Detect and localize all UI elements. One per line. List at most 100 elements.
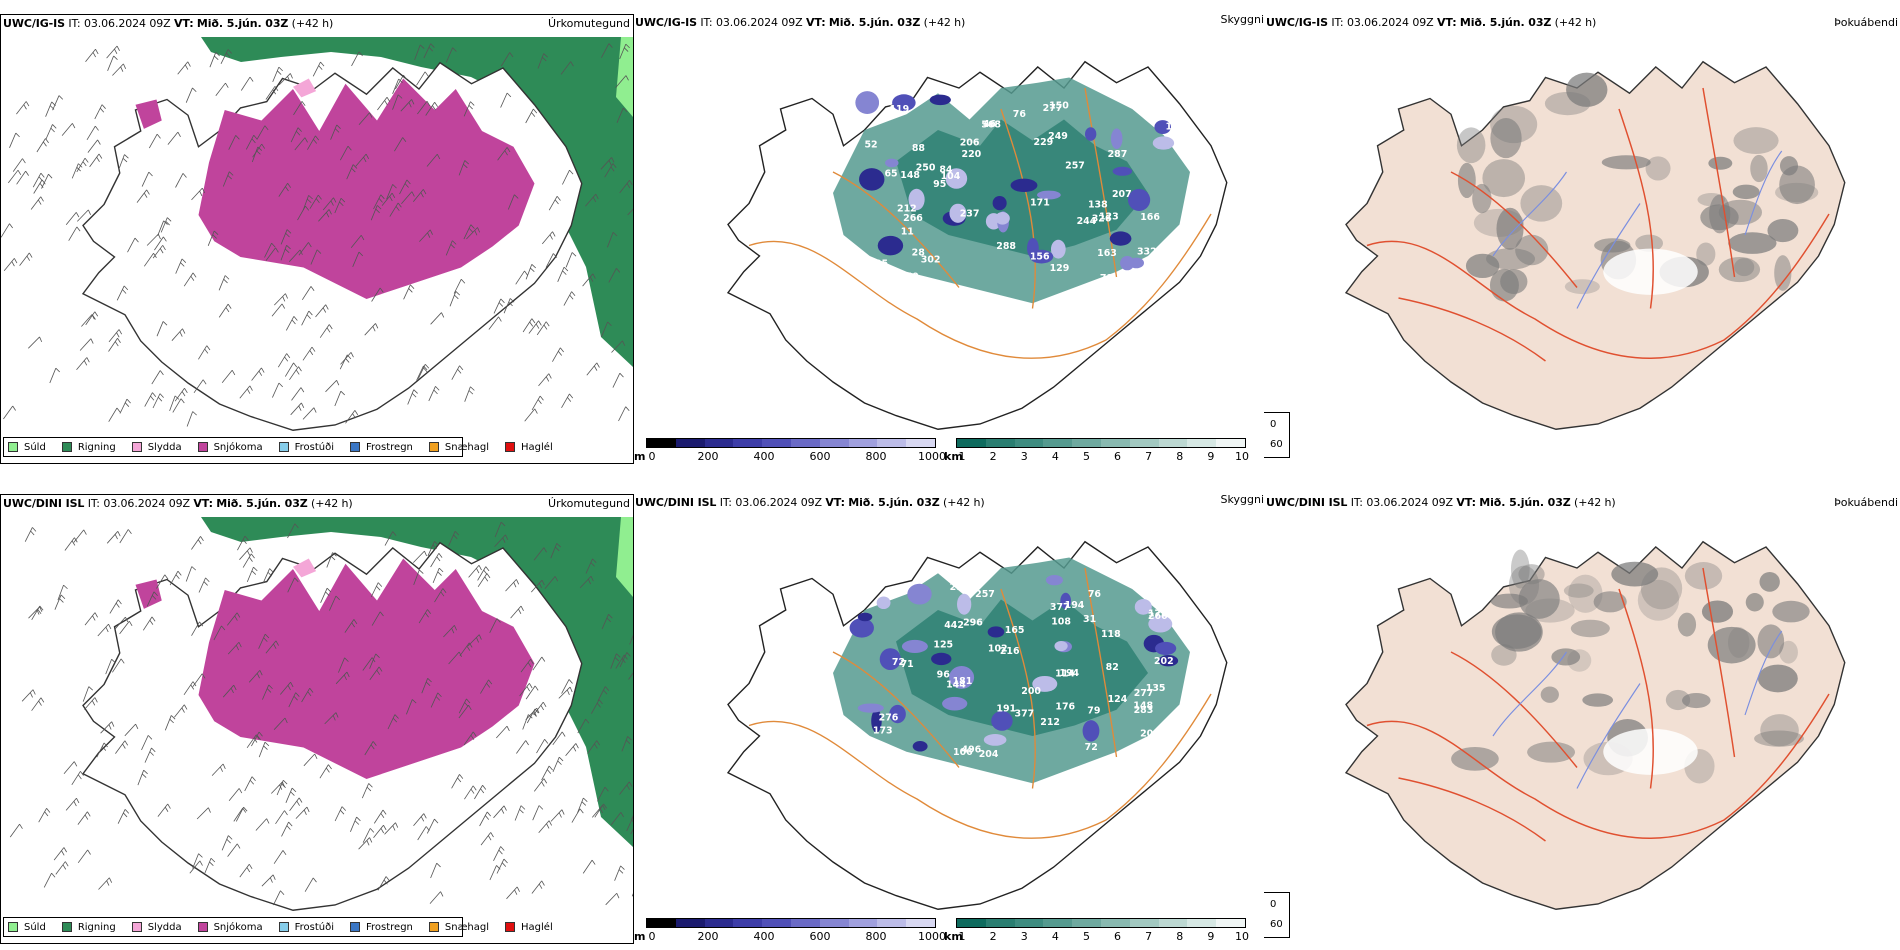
visibility-colorbar: km 1 2 3 4 5 6 7 8 9 10	[944, 918, 1254, 944]
legend-item: Frostúði	[278, 442, 334, 453]
wind-barb	[579, 575, 594, 589]
wind-barb	[430, 553, 443, 568]
wind-barb	[12, 158, 26, 172]
wind-barb	[407, 389, 418, 405]
wind-barb	[346, 164, 358, 180]
fog-cell	[1732, 184, 1760, 200]
colorbar-tick: 3	[1020, 930, 1028, 943]
legend-swatch	[505, 442, 516, 452]
wind-barb	[458, 160, 469, 176]
legend-swatch	[428, 442, 439, 452]
wind-barb	[174, 388, 188, 402]
colorbar-tick: 7	[1145, 930, 1153, 943]
fog-cell	[1767, 219, 1799, 243]
wind-barb	[174, 704, 188, 718]
wind-barb	[55, 861, 69, 875]
it-value: 03.06.2024 09Z	[103, 497, 190, 510]
ceiling-colorbar: m 0 200 400 600 800 1000	[634, 438, 946, 464]
wind-barb	[616, 107, 628, 123]
ceiling-value-label: 287	[1108, 149, 1128, 160]
wind-barb	[522, 318, 536, 333]
colorbar-tick: 10	[1235, 930, 1249, 943]
wind-barb	[198, 345, 211, 360]
wind-barb	[371, 287, 384, 302]
ceiling-value-label: 207	[1112, 189, 1132, 200]
wind-barb	[597, 786, 609, 802]
colorbar-cell	[877, 919, 907, 927]
fog-cell	[1759, 571, 1780, 592]
fog-cell	[1525, 598, 1575, 623]
wind-barb	[227, 642, 242, 655]
low-ceiling-cell	[1148, 615, 1173, 633]
colorbar-tick: 3	[1020, 450, 1028, 463]
wind-barb	[152, 245, 166, 259]
legend-item: Snæhagl	[428, 442, 489, 453]
ceiling-value-label: 105	[1166, 121, 1186, 132]
wind-barb	[21, 689, 36, 702]
visibility-colorbar: km 1 2 3 4 5 6 7 8 9 10	[944, 438, 1254, 464]
legend-item: Snjókoma	[197, 922, 263, 933]
wind-barb	[330, 124, 341, 140]
fog-cell	[1593, 591, 1627, 613]
wind-barb	[531, 395, 544, 411]
wind-barb	[557, 266, 569, 282]
wind-barb	[77, 209, 91, 222]
model-name: UWC/IG-IS	[1266, 16, 1328, 29]
ceiling-value-label: 194	[1059, 668, 1079, 679]
fog-cell	[1456, 127, 1486, 164]
colorbar-cell	[733, 919, 763, 927]
snow-area	[198, 78, 535, 299]
wind-barb	[561, 679, 573, 694]
wind-barb	[290, 127, 302, 143]
wind-barb	[608, 268, 621, 283]
ceiling-value-label: 84	[939, 165, 953, 176]
wind-barb	[355, 153, 370, 167]
ceiling-value-label: 28	[912, 247, 925, 258]
colorbar-cell	[675, 919, 705, 927]
fog-cell	[1515, 234, 1549, 266]
wind-barb	[65, 212, 80, 226]
wind-barb	[177, 61, 191, 75]
wind-barb	[494, 534, 509, 547]
wind-barb	[302, 407, 317, 420]
wind-barb	[112, 658, 125, 673]
ceiling-value-label: 40	[879, 97, 893, 108]
wind-barb	[413, 550, 427, 563]
fog-cell	[1637, 579, 1680, 621]
wind-barb	[531, 880, 545, 894]
fog-cell	[1697, 193, 1726, 207]
wind-barb	[432, 567, 444, 584]
it-value: 03.06.2024 09Z	[1366, 496, 1453, 509]
lead-time: (+42 h)	[1574, 496, 1616, 509]
wind-barb	[117, 809, 130, 824]
sleet-area	[293, 558, 317, 578]
wind-barb	[246, 566, 258, 583]
it-label: IT:	[719, 496, 732, 509]
wind-barb	[345, 410, 359, 424]
ceiling-value-label: 102	[988, 643, 1008, 654]
wind-barb	[167, 131, 181, 145]
ceiling-value-label: 118	[1101, 629, 1121, 640]
wind-barb	[381, 192, 396, 206]
wind-barb	[294, 137, 308, 151]
road-network	[1366, 87, 1830, 362]
wind-barb	[418, 609, 432, 624]
wind-barb	[144, 392, 157, 407]
wind-barb	[312, 61, 325, 77]
colorbar-cell	[647, 439, 676, 447]
river-network	[1492, 150, 1783, 309]
vt-value: Mið. 5.jún. 03Z	[196, 17, 289, 30]
colorbar-tick: 8	[1176, 930, 1184, 943]
wind-barb	[100, 721, 115, 734]
fog-cell	[1696, 242, 1716, 266]
wind-barb	[601, 321, 612, 337]
colorbar-strip	[956, 918, 1246, 928]
fog-cell	[1490, 593, 1528, 609]
fog-legend-label-low: 0	[1270, 899, 1277, 910]
wind-barb	[49, 367, 60, 384]
colorbar-cell	[1216, 439, 1245, 447]
wind-barb	[627, 203, 633, 216]
wind-barb	[273, 717, 288, 730]
model-name: UWC/DINI ISL	[1266, 496, 1348, 509]
low-ceiling-cell	[1154, 120, 1171, 134]
